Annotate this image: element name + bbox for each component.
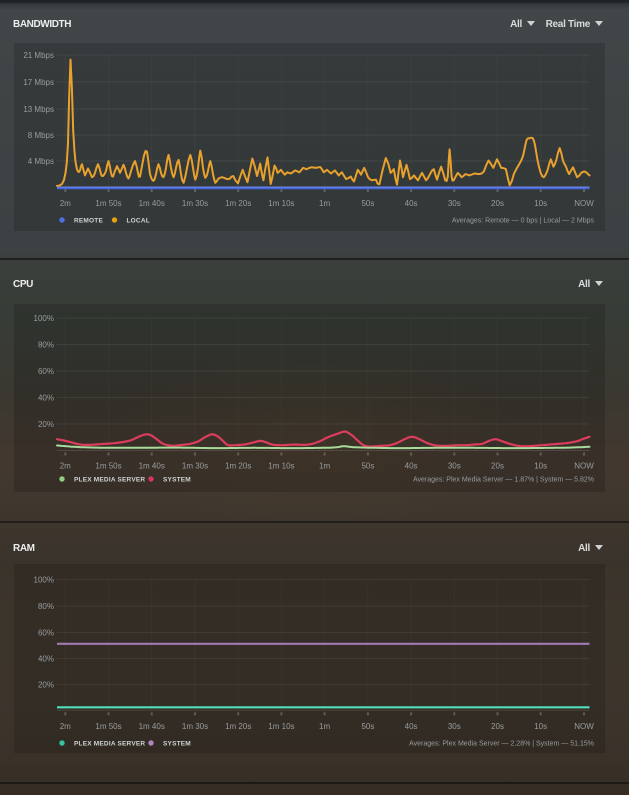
svg-text:NOW: NOW xyxy=(574,199,594,208)
svg-text:SYSTEM: SYSTEM xyxy=(163,741,191,748)
svg-text:30s: 30s xyxy=(448,722,461,731)
svg-text:80%: 80% xyxy=(38,341,54,350)
svg-text:20s: 20s xyxy=(491,462,504,471)
svg-text:40%: 40% xyxy=(38,394,54,403)
svg-text:100%: 100% xyxy=(34,576,54,585)
svg-text:1m 20s: 1m 20s xyxy=(225,462,251,471)
svg-text:40s: 40s xyxy=(405,199,418,208)
svg-text:Averages: Plex Media Server —: Averages: Plex Media Server — 2.28% | Sy… xyxy=(409,741,594,748)
svg-text:1m: 1m xyxy=(319,199,330,208)
svg-text:1m 40s: 1m 40s xyxy=(139,462,165,471)
svg-text:1m 20s: 1m 20s xyxy=(225,199,251,208)
svg-text:1m 10s: 1m 10s xyxy=(268,722,294,731)
svg-text:40s: 40s xyxy=(405,722,418,731)
svg-text:100%: 100% xyxy=(34,314,54,323)
svg-text:1m 20s: 1m 20s xyxy=(225,722,251,731)
svg-text:17 Mbps: 17 Mbps xyxy=(23,78,54,87)
svg-text:1m 50s: 1m 50s xyxy=(95,462,121,471)
svg-text:10s: 10s xyxy=(534,462,547,471)
svg-text:8 Mbps: 8 Mbps xyxy=(28,131,54,140)
svg-text:10s: 10s xyxy=(534,199,547,208)
svg-text:1m 30s: 1m 30s xyxy=(182,199,208,208)
svg-text:1m 10s: 1m 10s xyxy=(268,462,294,471)
svg-text:1m 50s: 1m 50s xyxy=(95,199,121,208)
svg-text:1m: 1m xyxy=(319,462,330,471)
svg-text:1m 10s: 1m 10s xyxy=(268,199,294,208)
svg-text:10s: 10s xyxy=(534,722,547,731)
svg-text:1m: 1m xyxy=(319,722,330,731)
svg-text:13 Mbps: 13 Mbps xyxy=(23,105,54,114)
svg-text:Averages: Remote — 0 bps | Loc: Averages: Remote — 0 bps | Local — 2 Mbp… xyxy=(452,218,595,225)
svg-text:60%: 60% xyxy=(38,629,54,638)
svg-text:30s: 30s xyxy=(448,462,461,471)
svg-text:2m: 2m xyxy=(60,199,71,208)
svg-text:1m 40s: 1m 40s xyxy=(139,199,165,208)
svg-text:PLEX MEDIA SERVER: PLEX MEDIA SERVER xyxy=(74,477,145,484)
svg-text:80%: 80% xyxy=(38,602,54,611)
svg-text:50s: 50s xyxy=(361,199,374,208)
svg-text:1m 50s: 1m 50s xyxy=(95,722,121,731)
svg-text:20s: 20s xyxy=(491,722,504,731)
svg-text:20%: 20% xyxy=(38,420,54,429)
svg-text:2m: 2m xyxy=(60,462,71,471)
svg-text:20s: 20s xyxy=(491,199,504,208)
svg-text:50s: 50s xyxy=(361,722,374,731)
svg-text:REMOTE: REMOTE xyxy=(74,218,103,225)
svg-text:1m 40s: 1m 40s xyxy=(139,722,165,731)
svg-text:40%: 40% xyxy=(38,655,54,664)
svg-text:PLEX MEDIA SERVER: PLEX MEDIA SERVER xyxy=(74,741,145,748)
svg-text:1m 30s: 1m 30s xyxy=(182,462,208,471)
svg-text:SYSTEM: SYSTEM xyxy=(163,477,191,484)
svg-text:60%: 60% xyxy=(38,367,54,376)
svg-text:4 Mbps: 4 Mbps xyxy=(28,157,54,166)
svg-text:1m 30s: 1m 30s xyxy=(182,722,208,731)
svg-text:50s: 50s xyxy=(361,462,374,471)
svg-text:Averages: Plex Media Server —: Averages: Plex Media Server — 1.87% | Sy… xyxy=(413,477,594,484)
svg-text:30s: 30s xyxy=(448,199,461,208)
svg-text:2m: 2m xyxy=(60,722,71,731)
svg-text:21 Mbps: 21 Mbps xyxy=(23,51,54,60)
svg-text:40s: 40s xyxy=(405,462,418,471)
svg-text:NOW: NOW xyxy=(574,722,594,731)
svg-text:20%: 20% xyxy=(38,681,54,690)
svg-text:NOW: NOW xyxy=(574,462,594,471)
svg-text:LOCAL: LOCAL xyxy=(127,218,150,225)
